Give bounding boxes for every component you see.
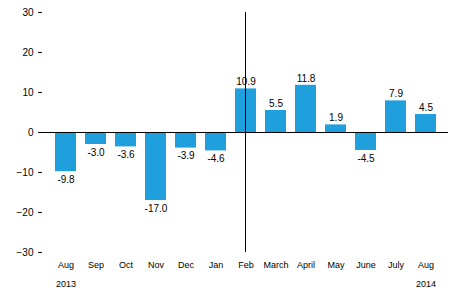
svg-text:Aug2013: Aug2013: [56, 260, 76, 290]
svg-text:7.9: 7.9: [389, 88, 403, 99]
svg-text:−20: −20: [17, 207, 34, 218]
svg-text:-17.0: -17.0: [145, 203, 168, 214]
svg-text:−30: −30: [17, 247, 34, 258]
svg-text:Sep: Sep: [88, 260, 104, 270]
svg-text:−10: −10: [17, 167, 34, 178]
svg-text:Nov: Nov: [148, 260, 165, 270]
svg-text:11.8: 11.8: [297, 73, 316, 84]
svg-text:0: 0: [28, 127, 34, 138]
svg-text:July: July: [388, 260, 405, 270]
svg-text:30: 30: [22, 7, 34, 18]
svg-text:20: 20: [22, 47, 34, 58]
svg-text:1.9: 1.9: [329, 112, 343, 123]
svg-text:-3.6: -3.6: [117, 149, 135, 160]
svg-text:-3.9: -3.9: [177, 150, 195, 161]
svg-text:Jan: Jan: [209, 260, 224, 270]
svg-text:-9.8: -9.8: [57, 174, 75, 185]
svg-text:Feb: Feb: [238, 260, 254, 270]
svg-text:10: 10: [22, 87, 34, 98]
svg-text:4.5: 4.5: [419, 102, 433, 113]
svg-text:-3.0: -3.0: [87, 147, 105, 158]
svg-text:Aug2014: Aug2014: [416, 260, 436, 290]
svg-text:5.5: 5.5: [269, 98, 283, 109]
svg-text:Oct: Oct: [119, 260, 134, 270]
svg-text:-4.5: -4.5: [357, 153, 375, 164]
svg-text:April: April: [297, 260, 315, 270]
svg-text:June: June: [356, 260, 376, 270]
svg-text:March: March: [263, 260, 288, 270]
svg-text:May: May: [327, 260, 345, 270]
svg-text:-4.6: -4.6: [207, 153, 225, 164]
svg-text:10.9: 10.9: [236, 76, 256, 87]
svg-text:Dec: Dec: [178, 260, 195, 270]
